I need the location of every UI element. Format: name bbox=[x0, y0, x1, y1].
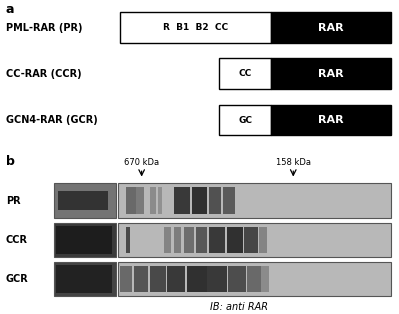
Text: IB: anti RAR: IB: anti RAR bbox=[210, 302, 269, 312]
Bar bbox=[192, 187, 207, 214]
Bar bbox=[209, 187, 221, 214]
Bar bbox=[126, 227, 130, 253]
Bar bbox=[120, 12, 271, 43]
Text: PR: PR bbox=[6, 196, 21, 206]
Text: 670 kDa: 670 kDa bbox=[124, 158, 159, 167]
Bar bbox=[244, 227, 258, 253]
Bar bbox=[56, 265, 112, 293]
Text: a: a bbox=[6, 3, 14, 16]
Bar bbox=[209, 227, 225, 253]
Bar bbox=[219, 58, 271, 89]
Bar bbox=[134, 266, 148, 292]
Bar bbox=[136, 187, 144, 214]
Bar bbox=[271, 105, 391, 135]
Text: CCR: CCR bbox=[6, 235, 28, 245]
Bar bbox=[54, 223, 116, 257]
Bar bbox=[118, 223, 391, 257]
Text: R  B1  B2  CC: R B1 B2 CC bbox=[163, 23, 228, 32]
Text: GCN4-RAR (GCR): GCN4-RAR (GCR) bbox=[6, 115, 98, 125]
Text: GC: GC bbox=[238, 116, 253, 125]
Text: CC: CC bbox=[239, 69, 252, 78]
Bar bbox=[58, 191, 108, 210]
Bar bbox=[56, 226, 112, 254]
Bar bbox=[118, 262, 391, 296]
Bar bbox=[187, 266, 207, 292]
Text: RAR: RAR bbox=[318, 115, 344, 125]
Bar bbox=[126, 187, 136, 214]
Bar bbox=[271, 12, 391, 43]
Bar bbox=[207, 266, 227, 292]
Text: PML-RAR (PR): PML-RAR (PR) bbox=[6, 23, 83, 33]
Bar bbox=[228, 266, 246, 292]
Bar bbox=[120, 266, 132, 292]
Bar bbox=[174, 227, 181, 253]
Bar bbox=[259, 227, 267, 253]
Text: GCR: GCR bbox=[6, 274, 29, 284]
Bar bbox=[118, 183, 391, 218]
Bar bbox=[174, 187, 190, 214]
Bar bbox=[158, 187, 162, 214]
Bar bbox=[150, 266, 166, 292]
Bar bbox=[150, 187, 156, 214]
Text: 158 kDa: 158 kDa bbox=[276, 158, 311, 167]
Bar bbox=[219, 105, 271, 135]
Text: b: b bbox=[6, 155, 15, 169]
Bar bbox=[196, 227, 207, 253]
Text: CC-RAR (CCR): CC-RAR (CCR) bbox=[6, 69, 82, 79]
Bar bbox=[247, 266, 261, 292]
Bar bbox=[167, 266, 185, 292]
Bar bbox=[164, 227, 171, 253]
Text: RAR: RAR bbox=[318, 69, 344, 79]
Bar bbox=[223, 187, 235, 214]
Bar bbox=[184, 227, 194, 253]
Bar bbox=[54, 262, 116, 296]
Bar bbox=[271, 58, 391, 89]
Bar bbox=[227, 227, 243, 253]
Text: RAR: RAR bbox=[318, 23, 344, 33]
Bar bbox=[261, 266, 269, 292]
Bar bbox=[54, 183, 116, 218]
